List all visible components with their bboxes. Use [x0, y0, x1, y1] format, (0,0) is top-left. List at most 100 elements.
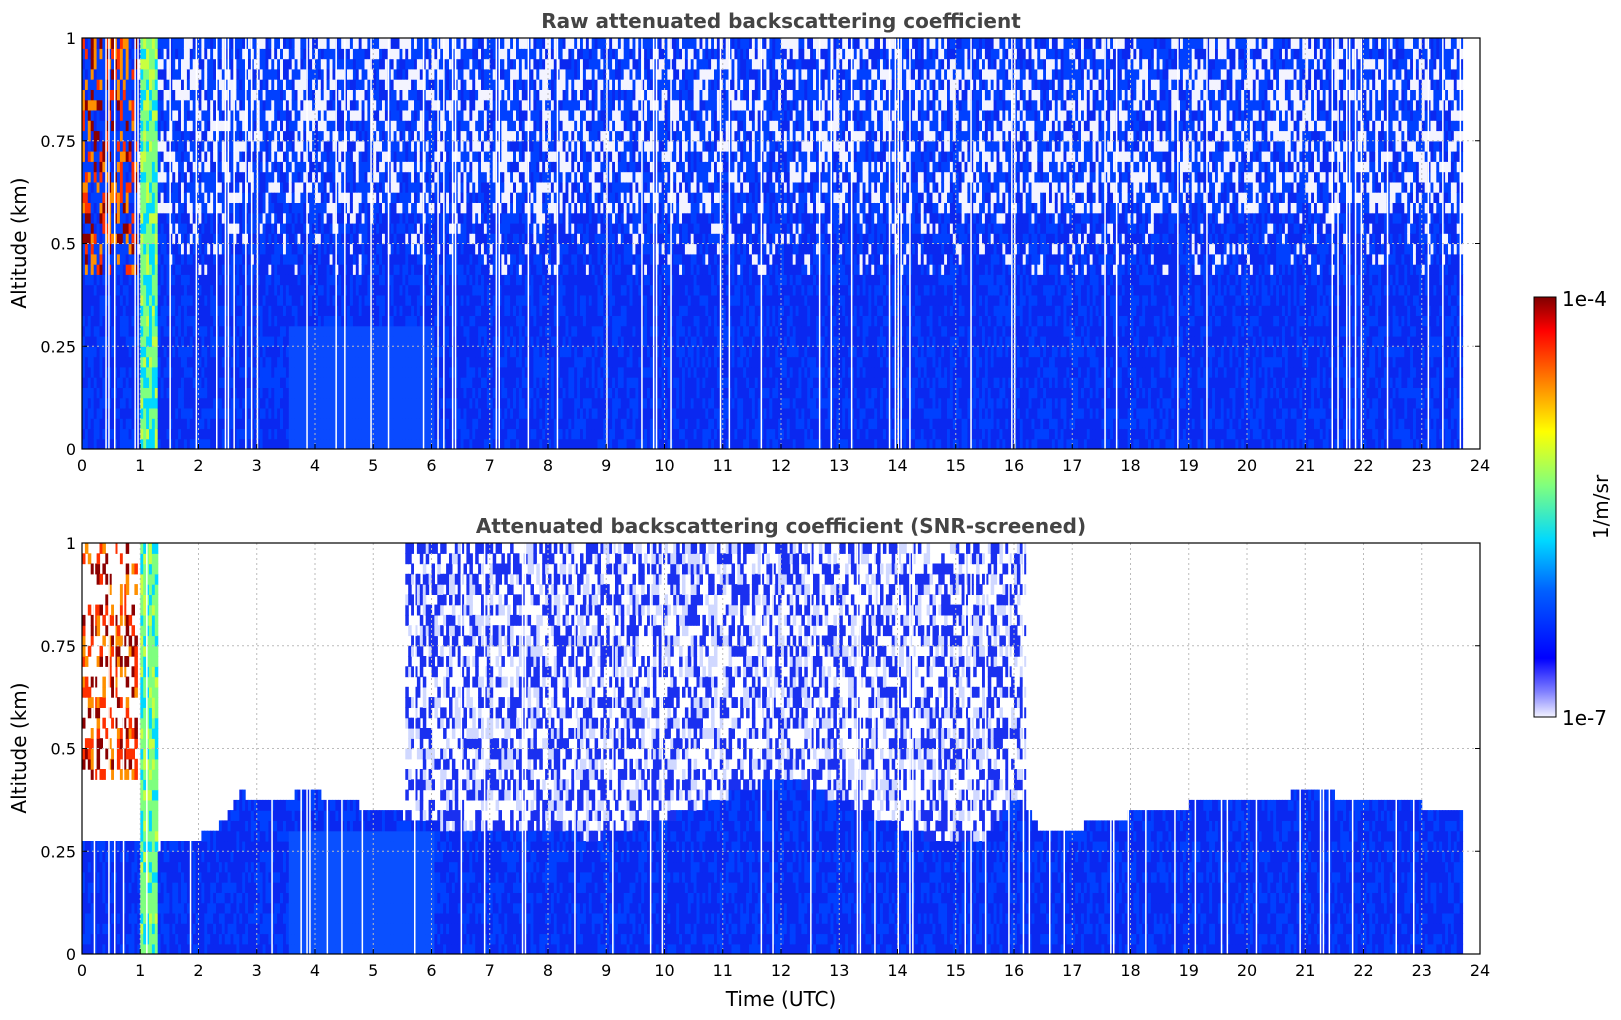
time-column	[903, 38, 907, 449]
time-column	[1203, 38, 1207, 449]
time-column	[204, 38, 208, 449]
time-column	[329, 799, 334, 954]
time-column	[556, 573, 561, 954]
x-tick-label: 22	[1353, 456, 1373, 475]
time-column	[230, 38, 234, 449]
time-column	[1293, 789, 1298, 954]
time-column	[297, 789, 301, 954]
x-tick-label: 8	[543, 961, 553, 980]
y-ticks-screened: 0 0.25 0.5 0.75 1	[40, 534, 1480, 964]
time-column	[218, 820, 223, 954]
time-column	[850, 543, 855, 954]
time-column	[591, 543, 596, 954]
time-column	[274, 799, 278, 954]
time-column	[1305, 38, 1309, 449]
time-column	[848, 38, 852, 449]
time-column	[1194, 543, 1199, 954]
time-column	[245, 799, 249, 954]
time-column	[1287, 38, 1292, 449]
time-column	[501, 553, 505, 954]
time-column	[973, 543, 977, 954]
time-column	[947, 38, 951, 449]
time-column	[737, 38, 741, 449]
time-column	[1156, 810, 1161, 954]
time-column	[839, 543, 843, 954]
time-column	[1118, 38, 1123, 449]
time-column	[816, 573, 820, 954]
time-column	[1456, 38, 1461, 449]
time-column	[1302, 38, 1306, 449]
time-column	[87, 38, 92, 449]
time-column	[1241, 799, 1245, 954]
time-column	[1148, 810, 1152, 954]
time-column	[189, 543, 194, 954]
time-column	[271, 38, 275, 449]
x-tick-label: 5	[368, 456, 378, 475]
x-tick-label: 15	[946, 456, 966, 475]
time-column	[195, 38, 200, 449]
time-column	[1334, 38, 1338, 449]
time-column	[999, 38, 1003, 449]
time-column	[463, 38, 467, 449]
time-column	[160, 38, 165, 449]
time-column	[146, 543, 150, 954]
time-column	[757, 38, 762, 449]
time-column	[1148, 38, 1152, 449]
x-tick-label: 9	[601, 961, 611, 980]
time-column	[1354, 799, 1359, 954]
x-tick-label: 1	[135, 456, 145, 475]
time-column	[725, 543, 730, 954]
time-column	[1197, 38, 1201, 449]
time-column	[370, 38, 374, 449]
time-column	[1174, 543, 1178, 954]
time-column	[970, 543, 974, 954]
time-column	[84, 38, 89, 449]
x-tick-label: 12	[771, 456, 791, 475]
time-column	[620, 38, 625, 449]
time-column	[516, 553, 520, 954]
time-column	[993, 38, 998, 449]
time-column	[1363, 799, 1367, 954]
time-column	[495, 543, 500, 954]
time-column	[594, 38, 599, 449]
time-column	[1439, 810, 1443, 954]
time-column	[82, 38, 86, 449]
time-column	[1404, 38, 1408, 449]
time-column	[472, 38, 476, 449]
time-column	[259, 38, 264, 449]
time-column	[1328, 38, 1333, 449]
time-column	[789, 543, 794, 954]
x-tick-label: 22	[1353, 961, 1373, 980]
time-column	[1110, 38, 1114, 449]
time-column	[813, 573, 817, 954]
panel-screened-title: Attenuated backscattering coefficient (S…	[476, 514, 1086, 538]
time-column	[93, 38, 98, 449]
time-column	[1348, 799, 1353, 954]
time-column	[1165, 38, 1169, 449]
time-column	[96, 38, 101, 449]
time-column	[1372, 799, 1376, 954]
time-column	[1063, 38, 1067, 449]
x-tick-label: 23	[1412, 961, 1432, 980]
time-column	[1346, 38, 1350, 449]
x-tick-label: 3	[252, 456, 262, 475]
time-column	[262, 38, 267, 449]
time-column	[923, 38, 928, 449]
time-column	[236, 799, 240, 954]
time-column	[644, 38, 648, 449]
time-column	[1005, 38, 1009, 449]
time-column	[635, 38, 639, 449]
time-column	[143, 38, 147, 449]
time-column	[396, 810, 400, 954]
time-column	[1153, 810, 1158, 954]
time-column	[338, 38, 342, 449]
time-column	[1369, 38, 1373, 449]
x-tick-label: 10	[654, 456, 674, 475]
time-column	[850, 38, 855, 449]
panel-raw: Raw attenuated backscattering coefficien…	[7, 9, 1490, 475]
time-column	[446, 563, 450, 954]
time-column	[475, 38, 479, 449]
time-column	[626, 38, 631, 449]
time-column	[853, 38, 858, 449]
time-column	[740, 38, 744, 449]
